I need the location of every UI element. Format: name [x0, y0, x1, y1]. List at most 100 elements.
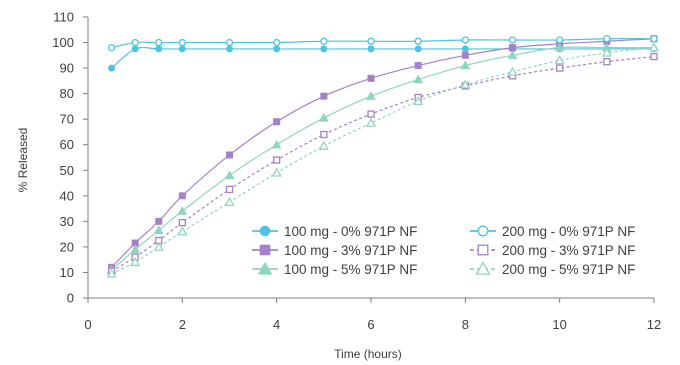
y-tick-label: 40 — [60, 188, 74, 203]
data-point — [153, 241, 164, 251]
legend-item: 100 mg - 3% 971P NF — [252, 243, 417, 258]
legend-item: 100 mg - 0% 971P NF — [252, 224, 417, 239]
x-axis-title: Time (hours) — [334, 347, 402, 361]
data-point — [414, 45, 422, 53]
data-point — [130, 256, 141, 267]
series-6 — [106, 42, 660, 278]
data-point — [226, 151, 233, 159]
y-tick-label: 110 — [53, 10, 74, 25]
legend-label: 100 mg - 0% 971P NF — [284, 224, 417, 239]
x-tick-label: 6 — [367, 317, 374, 332]
data-point — [554, 55, 565, 65]
data-point — [273, 118, 281, 126]
data-point — [271, 167, 282, 177]
data-point — [460, 79, 471, 89]
data-point — [414, 62, 422, 70]
x-tick-label: 2 — [179, 317, 186, 332]
y-axis-title: % Released — [16, 128, 30, 193]
y-tick-label: 50 — [60, 163, 74, 178]
y-tick-label: 10 — [60, 265, 74, 280]
data-point — [367, 37, 375, 45]
data-point — [508, 36, 517, 44]
data-point — [366, 91, 376, 100]
series-line — [111, 47, 655, 275]
data-point — [273, 38, 281, 47]
data-point — [177, 206, 188, 215]
data-point — [320, 130, 328, 139]
legend-marker — [477, 225, 489, 237]
data-point — [273, 156, 281, 164]
legend-marker — [477, 244, 489, 256]
data-point — [367, 110, 375, 118]
data-point — [509, 44, 516, 52]
legend-label: 200 mg - 0% 971P NF — [502, 224, 635, 239]
data-point — [460, 60, 471, 70]
data-point — [177, 226, 188, 236]
data-point — [155, 45, 163, 53]
legend-item: 200 mg - 0% 971P NF — [470, 224, 635, 239]
series-1 — [108, 45, 658, 72]
y-tick-label: 100 — [52, 35, 74, 50]
data-point — [603, 35, 611, 43]
data-point — [603, 58, 611, 66]
y-tick-label: 70 — [60, 112, 74, 127]
data-point — [107, 44, 116, 52]
legend-label: 200 mg - 5% 971P NF — [502, 262, 635, 277]
x-tick-label: 4 — [273, 317, 280, 332]
data-point — [601, 47, 612, 57]
chart-legend: 100 mg - 0% 971P NF 200 mg - 0% 971P NF 10… — [252, 224, 635, 277]
data-point — [178, 192, 186, 200]
data-point — [367, 74, 375, 82]
data-point — [365, 117, 377, 127]
legend-item: 100 mg - 5% 971P NF — [252, 261, 417, 277]
data-point — [178, 45, 186, 53]
legend-label: 200 mg - 3% 971P NF — [502, 243, 635, 258]
legend-marker — [259, 225, 271, 237]
legend-marker — [259, 244, 271, 256]
x-tick-label: 10 — [552, 317, 566, 332]
y-tick-label: 80 — [60, 86, 74, 101]
data-point — [414, 37, 422, 45]
data-point — [106, 268, 117, 278]
data-point — [131, 45, 139, 53]
legend-item: 200 mg - 5% 971P NF — [470, 261, 635, 277]
y-tick-label: 90 — [60, 61, 74, 76]
data-point — [461, 45, 469, 53]
data-point — [556, 64, 564, 72]
data-point — [224, 196, 235, 207]
data-point — [155, 217, 163, 225]
series-layer — [106, 35, 660, 278]
data-point — [461, 36, 469, 44]
data-point — [224, 170, 235, 180]
data-point — [226, 45, 233, 53]
x-tick-label: 0 — [84, 317, 91, 332]
data-point — [507, 66, 518, 76]
y-tick-label: 20 — [60, 239, 74, 254]
data-point — [556, 36, 564, 44]
data-point — [153, 225, 164, 235]
data-point — [130, 244, 141, 254]
series-5 — [107, 52, 658, 275]
data-point — [318, 140, 329, 150]
data-point — [225, 185, 234, 194]
y-tick-label: 0 — [67, 291, 74, 306]
data-point — [320, 37, 328, 45]
data-point — [320, 45, 328, 53]
data-point — [155, 38, 163, 47]
data-point — [650, 52, 658, 61]
data-point — [413, 74, 424, 84]
data-point — [648, 42, 660, 52]
x-axis-ticks: 0 2 4 6 8 10 12 — [84, 298, 661, 332]
data-point — [225, 38, 234, 47]
data-point — [461, 51, 469, 59]
data-point — [271, 139, 282, 149]
data-point — [413, 95, 424, 106]
series-4 — [107, 35, 658, 52]
y-tick-label: 60 — [60, 137, 74, 152]
data-point — [178, 38, 186, 47]
legend-marker — [257, 261, 273, 275]
data-point — [178, 218, 186, 227]
data-point — [108, 64, 116, 72]
y-axis-ticks: 0 10 20 30 40 50 60 70 80 90 100 110 — [52, 10, 88, 306]
